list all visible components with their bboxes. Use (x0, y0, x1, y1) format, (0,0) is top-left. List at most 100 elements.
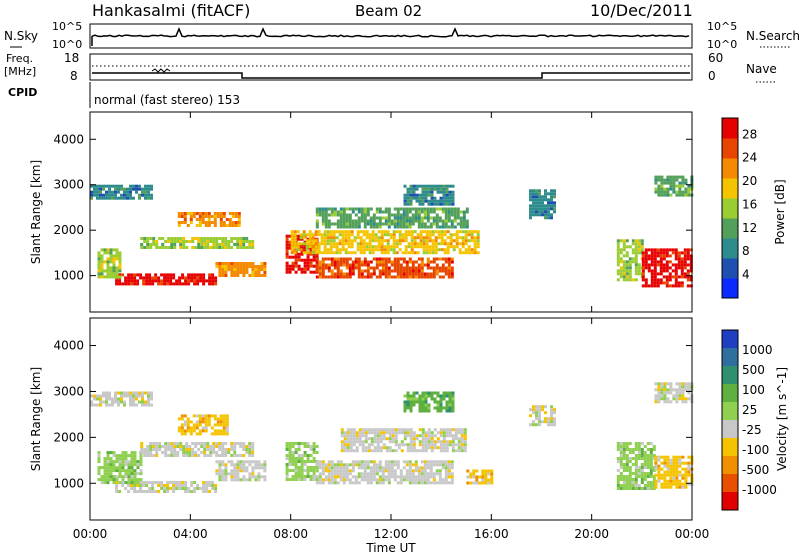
freq-label-1: Freq. (6, 52, 33, 65)
power-echo-cell (386, 251, 390, 255)
power-echo-cell (234, 221, 238, 224)
velocity-echo-cell (106, 481, 110, 485)
power-echo-cell (456, 213, 460, 217)
power-echo-cell (432, 272, 436, 276)
power-echo-cell (254, 271, 258, 274)
velocity-echo-cell (300, 457, 304, 460)
power-echo-cell (622, 245, 626, 249)
power-echo-cell (399, 216, 403, 220)
power-echo-cell (233, 237, 237, 240)
power-echo-cell (631, 239, 635, 243)
velocity-echo-cell (403, 400, 407, 404)
velocity-echo-cell (675, 458, 679, 462)
power-echo-cell (209, 240, 213, 243)
velocity-echo-cell (538, 405, 541, 409)
power-echo-cell (377, 248, 381, 252)
power-echo-cell (625, 239, 629, 243)
power-echo-cell (637, 263, 641, 267)
velocity-echo-cell (109, 469, 113, 473)
velocity-echo-cell (678, 455, 682, 459)
power-echo-cell (678, 190, 682, 194)
power-echo-cell (381, 210, 385, 214)
power-echo-cell (362, 251, 366, 255)
power-echo-cell (203, 237, 207, 240)
velocity-echo-cell (394, 437, 398, 441)
velocity-echo-cell (678, 464, 682, 468)
power-echo-cell (535, 198, 538, 202)
power-echo-cell (443, 251, 447, 255)
power-echo-cell (384, 269, 388, 273)
power-echo-cell (417, 272, 421, 276)
velocity-echo-cell (136, 463, 140, 467)
power-echo-cell (553, 210, 556, 214)
velocity-echo-cell (681, 391, 685, 395)
power-echo-cell (384, 222, 388, 226)
velocity-echo-cell (430, 449, 434, 453)
xtick-4: 04:00 (173, 527, 208, 541)
velocity-echo-cell (202, 484, 206, 487)
velocity-echo-cell (442, 440, 446, 444)
power-echo-cell (297, 258, 301, 262)
power-echo-cell (406, 187, 410, 191)
velocity-echo-cell (643, 445, 647, 448)
velocity-echo-cell (192, 426, 196, 430)
power-echo-cell (619, 257, 623, 261)
velocity-echo-cell (366, 478, 370, 482)
power-echo-cell (206, 243, 210, 246)
velocity-echo-cell (687, 385, 691, 389)
velocity-echo-cell (429, 481, 433, 485)
velocity-echo-cell (204, 429, 208, 433)
power-echo-cell (671, 263, 675, 267)
power-echo-cell (213, 212, 217, 215)
velocity-echo-cell (675, 455, 679, 459)
power-echo-cell (120, 193, 123, 197)
power-echo-cell (335, 245, 339, 249)
velocity-echo-cell (127, 469, 131, 473)
velocity-echo-cell (643, 463, 647, 466)
power-echo-cell (387, 266, 391, 270)
velocity-echo-cell (106, 472, 110, 476)
power-ylabel: Slant Range [km] (29, 160, 43, 264)
velocity-echo-cell (327, 463, 331, 467)
velocity-echo-cell (450, 478, 454, 482)
velocity-echo-cell (191, 451, 195, 454)
power-echo-cell (396, 260, 400, 264)
power-echo-cell (348, 257, 352, 261)
power-echo-cell (100, 266, 104, 270)
velocity-echo-cell (406, 397, 410, 401)
power-echo-cell (344, 233, 348, 237)
power-echo-cell (647, 248, 651, 252)
power-echo-cell (303, 270, 307, 274)
velocity-echo-cell (342, 481, 346, 485)
velocity-echo-cell (411, 472, 415, 476)
velocity-echo-cell (544, 417, 547, 421)
power-echo-cell (294, 270, 298, 274)
velocity-echo-cell (660, 482, 664, 486)
power-echo-cell (429, 207, 433, 211)
power-echo-cell (668, 278, 672, 282)
power-echo-cell (473, 236, 477, 240)
velocity-echo-cell (687, 467, 691, 471)
power-echo-cell (237, 215, 241, 218)
power-echo-cell (404, 245, 408, 249)
velocity-echo-cell (321, 472, 325, 476)
velocity-echo-cell (147, 397, 150, 401)
power-echo-cell (387, 219, 391, 223)
x-axis-ticks: 00:00 04:00 08:00 12:00 16:00 20:00 00:0… (73, 527, 710, 541)
velocity-echo-cell (349, 434, 353, 438)
velocity-echo-cell (180, 417, 184, 421)
velocity-echo-cell (336, 472, 340, 476)
power-echo-cell (347, 230, 351, 234)
velocity-echo-cell (538, 420, 541, 424)
power-echo-cell (650, 251, 654, 255)
power-echo-cell (395, 239, 399, 243)
power-echo-cell (297, 237, 301, 241)
power-echo-cell (399, 275, 403, 279)
velocity-echo-cell (619, 457, 623, 460)
velocity-echo-cell (285, 463, 289, 466)
power-echo-cell (114, 187, 117, 191)
velocity-echo-cell (363, 478, 367, 482)
power-echo-cell (455, 245, 459, 249)
velocity-echo-cell (112, 466, 116, 470)
power-echo-cell (234, 215, 238, 218)
